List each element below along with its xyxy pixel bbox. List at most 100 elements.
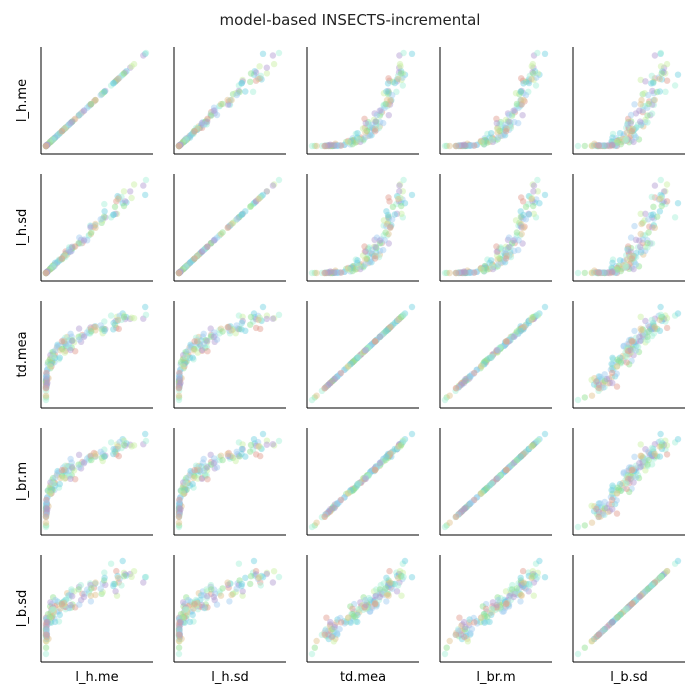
scatter-point — [656, 88, 664, 95]
scatter-point — [341, 268, 348, 275]
scatter-point — [75, 325, 83, 332]
scatter-point — [595, 142, 602, 150]
scatter-point — [112, 210, 119, 217]
scatter-point — [249, 88, 257, 96]
scatter-point — [623, 263, 630, 270]
scatter-point — [658, 76, 666, 83]
scatter-point — [482, 264, 490, 271]
scatter-point — [463, 269, 471, 277]
scatter-point — [609, 506, 616, 513]
scatter-point — [176, 269, 183, 276]
scatter-point — [481, 138, 488, 145]
scatter-point — [658, 70, 665, 77]
scatter-point — [457, 269, 464, 277]
scatter-point — [58, 256, 66, 263]
scatter-point — [503, 125, 510, 133]
scatter-point — [618, 138, 625, 146]
scatter-point — [482, 137, 490, 144]
scatter-point — [42, 269, 50, 277]
scatter-point — [504, 118, 512, 125]
scatter-point — [198, 249, 205, 256]
scatter-point — [190, 256, 197, 263]
scatter-point — [610, 141, 617, 149]
scatter-point — [328, 142, 336, 150]
scatter-point — [67, 330, 74, 337]
scatter-point — [471, 619, 478, 626]
scatter-point — [386, 224, 394, 231]
scatter-point — [385, 75, 392, 82]
scatter-point — [595, 631, 602, 638]
scatter-point — [199, 247, 206, 255]
scatter-point — [517, 101, 524, 108]
scatter-point — [175, 269, 183, 277]
scatter-point — [181, 137, 188, 145]
scatter-point — [219, 328, 226, 335]
scatter-point — [195, 123, 202, 130]
scatter-point — [44, 268, 51, 276]
scatter-point — [541, 430, 549, 438]
x-axis-label: l_h.me — [75, 670, 118, 685]
scatter-point — [46, 363, 54, 370]
scatter-point — [460, 618, 468, 626]
scatter-point — [332, 267, 339, 274]
scatter-point — [371, 126, 378, 133]
scatter-point — [51, 134, 59, 141]
scatter-point — [663, 315, 671, 322]
scatter-point — [574, 269, 582, 277]
scatter-point — [130, 568, 138, 575]
scatter-point — [54, 259, 61, 266]
scatter-point — [337, 269, 345, 276]
scatter-point — [502, 116, 510, 124]
scatter-point — [189, 257, 196, 264]
scatter-point — [515, 119, 522, 127]
scatter-point — [67, 455, 74, 463]
scatter-point — [663, 181, 671, 188]
scatter-point — [581, 644, 588, 651]
scatter-point — [235, 214, 242, 221]
scatter-point — [176, 269, 183, 276]
scatter-point — [601, 142, 608, 149]
scatter-point — [191, 127, 198, 134]
scatter-point — [232, 90, 239, 97]
scatter-point — [497, 259, 504, 267]
scatter-point — [459, 269, 466, 277]
scatter-point — [497, 124, 504, 131]
scatter-point — [525, 79, 533, 87]
scatter-point — [354, 134, 361, 141]
scatter-point — [620, 132, 627, 139]
scatter-point — [321, 142, 328, 150]
scatter-point — [389, 78, 397, 86]
scatter-point — [98, 219, 105, 226]
scatter-point — [478, 614, 485, 622]
scatter-point — [313, 519, 320, 526]
scatter-point — [351, 264, 358, 272]
scatter-point — [42, 269, 50, 277]
scatter-point — [373, 126, 380, 134]
scatter-point — [142, 430, 149, 438]
panel-l_b.sd-vs-l_b.sd — [572, 555, 685, 663]
scatter-point — [66, 245, 74, 252]
scatter-point — [593, 142, 601, 150]
scatter-point — [58, 338, 66, 345]
scatter-point — [521, 223, 528, 230]
scatter-point — [116, 196, 123, 203]
scatter-point — [60, 126, 67, 133]
scatter-point — [517, 208, 524, 215]
scatter-point — [142, 50, 149, 57]
scatter-point — [182, 263, 189, 270]
scatter-point — [638, 220, 645, 228]
panel-td.mea-vs-td.mea — [306, 301, 419, 409]
scatter-point — [375, 124, 383, 132]
scatter-point — [489, 135, 496, 142]
scatter-point — [224, 450, 231, 458]
scatter-point — [120, 441, 128, 449]
scatter-point — [113, 76, 121, 84]
scatter-point — [395, 198, 403, 205]
scatter-point — [200, 455, 207, 463]
scatter-point — [247, 441, 255, 449]
scatter-point — [385, 213, 392, 220]
scatter-point — [65, 121, 73, 128]
scatter-point — [617, 136, 625, 144]
scatter-point — [327, 618, 334, 626]
scatter-point — [236, 213, 243, 220]
